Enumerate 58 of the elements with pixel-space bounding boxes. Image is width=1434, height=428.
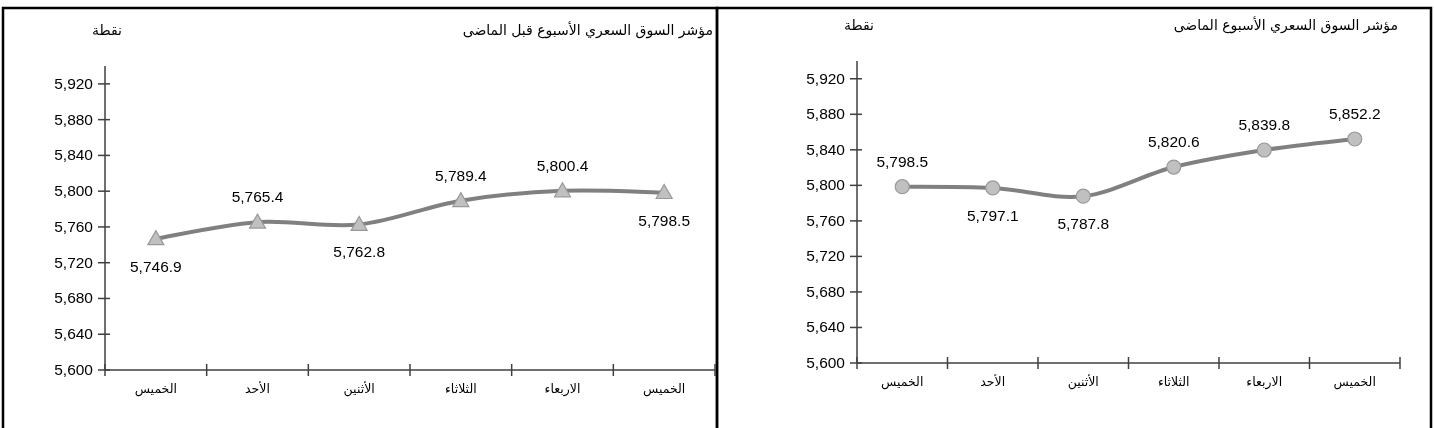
y-tick-label: 5,880 [54,110,94,128]
y-tick-label: 5,720 [806,247,846,265]
x-tick-label: الخميس [881,374,924,390]
data-label: 5,789.4 [434,166,488,184]
y-axis-title: نقطة [844,17,874,33]
y-tick-label: 5,880 [806,105,846,123]
data-label: 5,839.8 [1238,116,1291,133]
y-tick-label: 5,680 [54,289,94,307]
chart-title: مؤشر السوق السعري الأسبوع قبل الماضى [462,21,713,39]
point [553,182,572,198]
data-label: 5,820.6 [1147,133,1200,151]
y-tick-label: 5,800 [806,176,846,194]
y-tick-label: 5,760 [806,211,846,229]
point [985,180,1001,196]
data-label: 5,765.4 [231,188,284,206]
x-tick-label: الثلاثاء [1157,374,1190,389]
y-tick-label: 5,800 [54,182,94,200]
x-tick-label: الخميس [643,381,686,397]
x-tick-label: الأحد [245,381,270,396]
x-tick-label: الثلاثاء [444,381,477,396]
x-tick-label: الاربعاء [1246,374,1283,390]
data-label: 5,798.5 [876,152,929,170]
y-tick-label: 5,640 [806,318,846,336]
x-tick-label: الخميس [1333,374,1376,390]
point [1075,188,1091,204]
y-tick-label: 5,920 [54,74,94,92]
y-tick-label: 5,600 [54,361,94,378]
y-tick-label: 5,840 [806,140,846,158]
data-label: 5,800.4 [536,156,589,174]
point [894,179,910,195]
x-tick-label: الأثنين [1067,374,1099,390]
data-label: 5,762.8 [333,243,386,261]
y-tick-label: 5,680 [806,282,846,300]
point [350,215,368,232]
x-tick-label: الخميس [134,381,177,397]
y-tick-label: 5,920 [806,69,846,87]
data-label: 5,798.5 [638,211,691,229]
y-tick-label: 5,760 [54,217,94,235]
point [248,213,267,229]
point [1166,159,1182,175]
y-tick-label: 5,600 [806,354,846,371]
data-label: 5,787.8 [1057,215,1110,233]
data-label: 5,797.1 [966,206,1019,224]
y-axis-title: نقطة [92,22,122,38]
point [452,192,470,208]
data-label: 5,852.2 [1328,104,1381,122]
y-tick-label: 5,720 [54,253,94,271]
y-tick-label: 5,640 [54,325,94,343]
point [1256,142,1272,158]
point [147,230,165,246]
data-label: 5,746.9 [129,257,182,275]
point [1347,131,1363,147]
point [655,183,673,200]
x-tick-label: الأحد [980,374,1006,389]
chart-title: مؤشر السوق السعري الأسبوع الماضى [1173,16,1398,34]
x-tick-label: الأثنين [343,381,375,397]
x-tick-label: الاربعاء [544,381,581,397]
y-tick-label: 5,840 [54,146,94,164]
